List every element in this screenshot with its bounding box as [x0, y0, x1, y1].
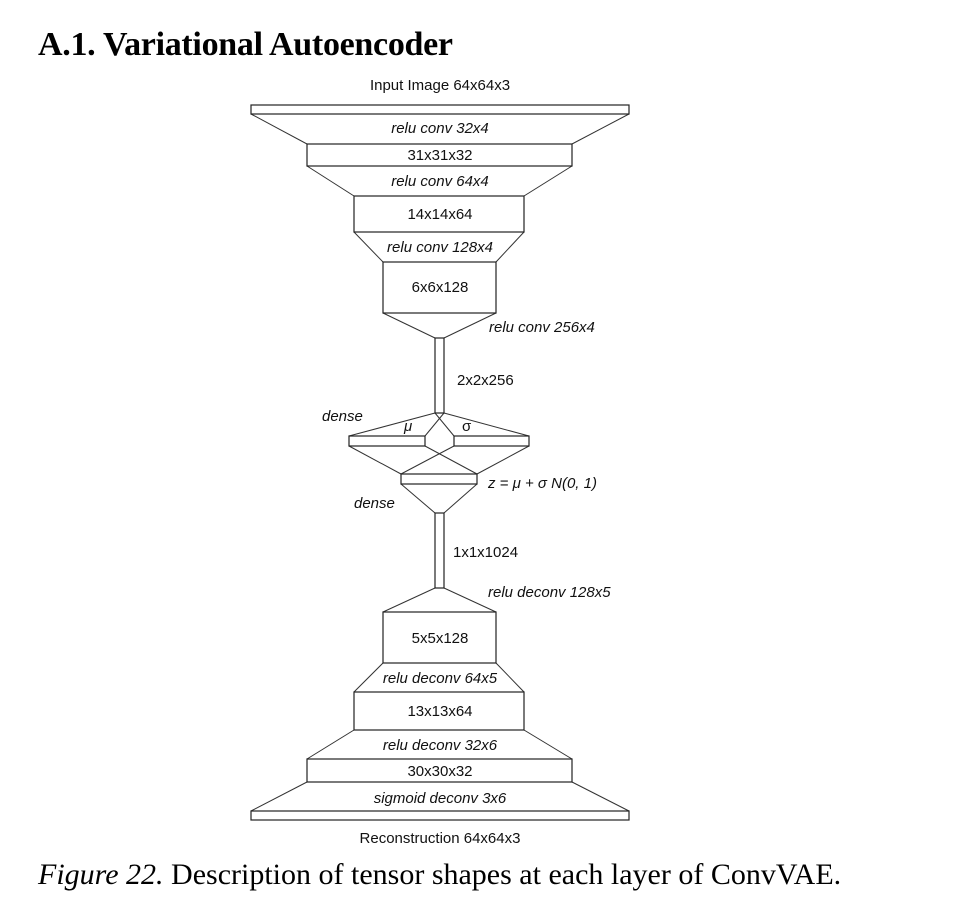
enc2-op-label: relu conv 64x4 [391, 173, 489, 190]
dec1-op-label: relu deconv 128x5 [488, 584, 611, 601]
enc4-layer-box [434, 337, 445, 414]
dec1-layer-box [382, 611, 497, 664]
dec2-op-label: relu deconv 64x5 [383, 670, 498, 687]
sigma-layer-box [453, 435, 530, 447]
dec3-op-label: relu deconv 32x6 [383, 737, 498, 754]
connector-lines [250, 113, 630, 812]
input-label: Input Image 64x64x3 [370, 77, 510, 94]
enc3-shape-label: 6x6x128 [412, 279, 469, 296]
section-title: A.1. Variational Autoencoder [38, 26, 453, 63]
enc1-layer-box [306, 143, 573, 167]
input-layer-box [250, 104, 630, 115]
figure-caption: Figure 22. Description of tensor shapes … [38, 858, 841, 892]
figure-number: Figure 22. [38, 858, 164, 891]
dense-encoder-label: dense [322, 408, 363, 425]
dec3-shape-label: 30x30x32 [407, 763, 472, 780]
enc3-layer-box [382, 261, 497, 314]
sigma-label: σ [462, 418, 472, 435]
z-equation-label: z = μ + σ N(0, 1) [487, 475, 597, 492]
enc4-op-label: relu conv 256x4 [489, 319, 595, 336]
enc1-shape-label: 31x31x32 [407, 147, 472, 164]
dec0-layer-box [434, 512, 445, 589]
dec2-shape-label: 13x13x64 [407, 703, 472, 720]
enc3-op-label: relu conv 128x4 [387, 239, 493, 256]
dense-decoder-label: dense [354, 495, 395, 512]
enc4-shape-label: 2x2x256 [457, 372, 514, 389]
z-layer-box [400, 473, 478, 485]
dec2-layer-box [353, 691, 525, 731]
enc2-shape-label: 14x14x64 [407, 206, 472, 223]
enc2-layer-box [353, 195, 525, 233]
dec0-shape-label: 1x1x1024 [453, 544, 518, 561]
dec1-shape-label: 5x5x128 [412, 630, 469, 647]
mu-layer-box [348, 435, 426, 447]
output-layer-box [250, 810, 630, 821]
mu-label: μ [403, 418, 412, 435]
caption-text: Description of tensor shapes at each lay… [163, 858, 842, 891]
enc1-op-label: relu conv 32x4 [391, 120, 489, 137]
output-label: Reconstruction 64x64x3 [360, 830, 521, 847]
dec3-layer-box [306, 758, 573, 783]
dec4-op-label: sigmoid deconv 3x6 [374, 790, 507, 807]
